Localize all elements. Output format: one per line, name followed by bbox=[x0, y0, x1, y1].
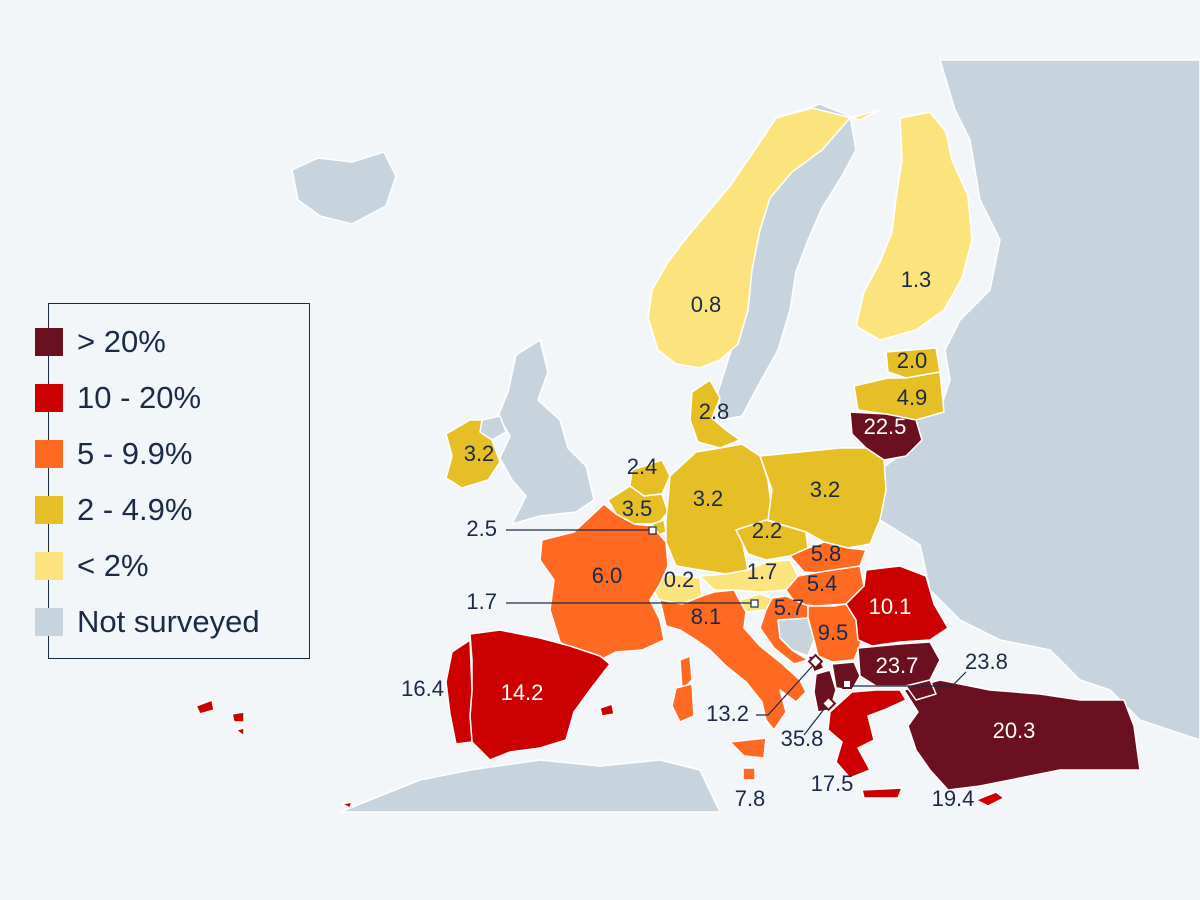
region-france bbox=[539, 503, 669, 661]
region-ireland bbox=[445, 419, 501, 489]
legend-item-2-4-9: 2 - 4.9% bbox=[35, 488, 193, 532]
label-austria: 1.7 bbox=[747, 559, 778, 584]
label-luxembourg: 2.5 bbox=[466, 516, 497, 541]
leader-lines bbox=[506, 529, 967, 736]
label-albania: 35.8 bbox=[781, 726, 824, 751]
label-lithuania: 22.5 bbox=[864, 414, 907, 439]
region-italy bbox=[659, 589, 807, 731]
label-malta: 7.8 bbox=[735, 786, 766, 811]
label-cyprus: 19.4 bbox=[932, 786, 975, 811]
legend-item-5-9-9: 5 - 9.9% bbox=[35, 432, 193, 476]
north-africa bbox=[339, 759, 722, 813]
legend-label: > 20% bbox=[77, 324, 166, 359]
label-france: 6.0 bbox=[592, 563, 623, 588]
label-ireland: 3.2 bbox=[464, 441, 495, 466]
legend-label: 2 - 4.9% bbox=[77, 492, 193, 527]
region-corsica bbox=[679, 655, 693, 691]
label-netherlands: 2.4 bbox=[627, 454, 658, 479]
region-north-macedonia bbox=[831, 661, 861, 691]
region-finland bbox=[855, 111, 973, 341]
iceland bbox=[291, 151, 397, 225]
label-belgium: 3.5 bbox=[622, 496, 653, 521]
legend-item-below-2: < 2% bbox=[35, 544, 149, 588]
point-markers bbox=[648, 526, 852, 712]
region-malta bbox=[742, 767, 756, 781]
legend-item-above-20: > 20% bbox=[35, 320, 166, 364]
region-denmark bbox=[689, 379, 741, 449]
region-sicily bbox=[729, 737, 767, 759]
region-norway bbox=[647, 107, 881, 369]
region-crete bbox=[861, 787, 903, 799]
legend-item-10-20: 10 - 20% bbox=[35, 376, 202, 420]
legend-label: 5 - 9.9% bbox=[77, 436, 193, 471]
label-poland: 3.2 bbox=[810, 477, 841, 502]
legend-label: Not surveyed bbox=[77, 604, 260, 639]
leader-albania bbox=[803, 703, 829, 736]
label-denmark: 2.8 bbox=[699, 399, 730, 424]
map-legend: > 20% 10 - 20% 5 - 9.9% 2 - 4.9% < 2% No… bbox=[35, 303, 310, 659]
legend-swatch bbox=[35, 552, 63, 580]
region-serbia bbox=[807, 603, 863, 663]
region-lithuania bbox=[849, 411, 923, 461]
region-canaries bbox=[195, 699, 353, 809]
label-serbia: 9.5 bbox=[818, 620, 849, 645]
region-croatia bbox=[759, 595, 809, 665]
label-latvia: 4.9 bbox=[897, 385, 928, 410]
region-romania bbox=[845, 565, 949, 647]
region-latvia bbox=[853, 371, 945, 421]
legend-label: < 2% bbox=[77, 548, 149, 583]
great-britain bbox=[497, 338, 595, 526]
label-finland: 1.3 bbox=[901, 267, 932, 292]
region-portugal bbox=[445, 639, 473, 745]
label-turkey: 20.3 bbox=[993, 718, 1036, 743]
label-estonia: 2.0 bbox=[897, 348, 928, 373]
label-spain: 14.2 bbox=[501, 680, 544, 705]
region-turkey bbox=[903, 679, 1141, 791]
marker-albania bbox=[820, 695, 837, 712]
label-hungary: 5.4 bbox=[807, 571, 838, 596]
label-norway: 0.8 bbox=[691, 292, 722, 317]
legend-swatch bbox=[35, 496, 63, 524]
label-north-macedonia: 23.8 bbox=[965, 649, 1008, 674]
label-bulgaria: 23.7 bbox=[876, 653, 919, 678]
label-portugal: 16.4 bbox=[401, 676, 444, 701]
legend-swatch bbox=[35, 384, 63, 412]
region-balearics bbox=[599, 703, 615, 717]
surveyed-countries bbox=[195, 107, 1141, 809]
label-romania: 10.1 bbox=[869, 594, 912, 619]
region-greece bbox=[827, 689, 907, 779]
region-cyprus bbox=[975, 791, 1005, 807]
value-labels: 0.8 1.3 2.0 4.9 22.5 2.8 3.2 2.4 3.5 2.5… bbox=[401, 267, 1035, 811]
region-turkey-thrace bbox=[905, 679, 937, 701]
label-greece: 17.5 bbox=[811, 771, 854, 796]
leader-north-macedonia bbox=[848, 671, 967, 687]
label-slovakia: 5.8 bbox=[811, 541, 842, 566]
label-italy: 8.1 bbox=[691, 604, 722, 629]
leader-montenegro bbox=[756, 661, 817, 716]
label-montenegro: 13.2 bbox=[706, 701, 749, 726]
marker-north-macedonia bbox=[842, 679, 852, 689]
marker-montenegro bbox=[807, 653, 824, 670]
marker-luxembourg bbox=[648, 526, 657, 535]
legend-item-not-surveyed: Not surveyed bbox=[35, 600, 260, 644]
not-surveyed-land bbox=[291, 59, 1200, 813]
legend-swatch bbox=[35, 328, 63, 356]
region-sardinia bbox=[671, 683, 695, 723]
legend-swatch bbox=[35, 440, 63, 468]
marker-slovenia bbox=[750, 599, 759, 608]
label-germany: 3.2 bbox=[693, 486, 724, 511]
label-czechia: 2.2 bbox=[752, 518, 783, 543]
label-croatia: 5.7 bbox=[774, 595, 805, 620]
label-switzerland: 0.2 bbox=[664, 567, 695, 592]
legend-swatch bbox=[35, 608, 63, 636]
legend-label: 10 - 20% bbox=[77, 380, 202, 415]
label-slovenia: 1.7 bbox=[466, 589, 497, 614]
